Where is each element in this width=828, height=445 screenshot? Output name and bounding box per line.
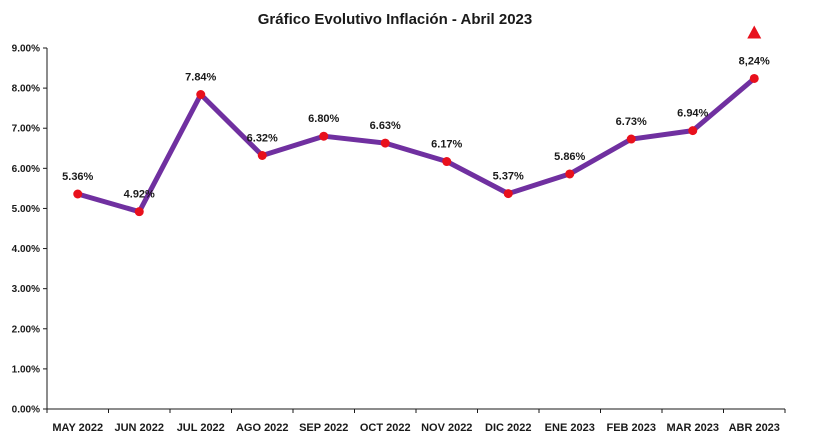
- y-tick-label: 1.00%: [12, 364, 40, 375]
- chart-title: Gráfico Evolutivo Inflación - Abril 2023: [258, 11, 533, 28]
- data-label: 4.92%: [124, 189, 155, 201]
- y-tick-label: 3.00%: [12, 284, 40, 295]
- data-point-marker: [257, 150, 267, 160]
- x-tick-label: JUL 2022: [177, 422, 225, 434]
- y-tick-label: 7.00%: [12, 124, 40, 135]
- x-axis-ticks: MAY 2022 JUN 2022 JUL 2022 AGO 2022 SEP 2022…: [46, 409, 786, 434]
- y-tick-label: 5.00%: [12, 204, 40, 215]
- data-point-marker: [749, 73, 759, 83]
- data-point-marker: [565, 169, 575, 179]
- x-tick-label: ENE 2023: [545, 422, 595, 434]
- data-label: 6.63%: [370, 120, 401, 132]
- y-tick-label: 8.00%: [12, 84, 40, 95]
- data-label: 6.17%: [431, 139, 462, 151]
- y-axis-ticks: 0.00% 1.00% 2.00% 3.00% 4.00% 5.00% 6.00% 7.00%…: [12, 44, 47, 416]
- data-labels: 5.36% 4.92% 7.84% 6.32% 6.80% 6.63% 6.17% 5.37%…: [62, 55, 770, 200]
- y-tick-label: 9.00%: [12, 44, 40, 55]
- x-tick-label: SEP 2022: [299, 422, 348, 434]
- data-label: 5.36%: [62, 171, 93, 183]
- y-tick-label: 6.00%: [12, 164, 40, 175]
- data-point-marker: [196, 90, 206, 100]
- x-tick-label: AGO 2022: [236, 422, 289, 434]
- x-tick-label: ABR 2023: [729, 422, 780, 434]
- x-tick-label: MAR 2023: [666, 422, 719, 434]
- data-label: 6.80%: [308, 113, 339, 125]
- y-tick-label: 2.00%: [12, 324, 40, 335]
- x-tick-label: DIC 2022: [485, 422, 531, 434]
- inflation-series-line: [75, 76, 757, 215]
- data-label: 5.37%: [493, 171, 524, 183]
- x-tick-label: JUN 2022: [114, 422, 164, 434]
- data-point-marker: [442, 157, 452, 167]
- data-label: 5.86%: [554, 151, 585, 163]
- data-label: 7.84%: [185, 72, 216, 84]
- x-tick-label: OCT 2022: [360, 422, 411, 434]
- data-label: 6.73%: [616, 116, 647, 128]
- data-point-marker: [319, 131, 329, 141]
- data-point-marker: [503, 189, 513, 199]
- x-tick-label: NOV 2022: [421, 422, 472, 434]
- data-point-marker: [688, 126, 698, 136]
- x-tick-label: MAY 2022: [52, 422, 103, 434]
- data-label: 8,24%: [739, 55, 770, 67]
- y-tick-label: 0.00%: [12, 405, 40, 416]
- data-point-marker: [380, 138, 390, 148]
- data-point-marker: [134, 207, 144, 217]
- data-point-marker: [73, 189, 83, 199]
- y-tick-label: 4.00%: [12, 244, 40, 255]
- data-label: 6.94%: [677, 108, 708, 120]
- data-point-markers: [73, 73, 759, 217]
- increase-triangle-icon: [747, 25, 762, 39]
- x-tick-label: FEB 2023: [606, 422, 656, 434]
- data-label: 6.32%: [247, 132, 278, 144]
- data-point-marker: [626, 134, 636, 144]
